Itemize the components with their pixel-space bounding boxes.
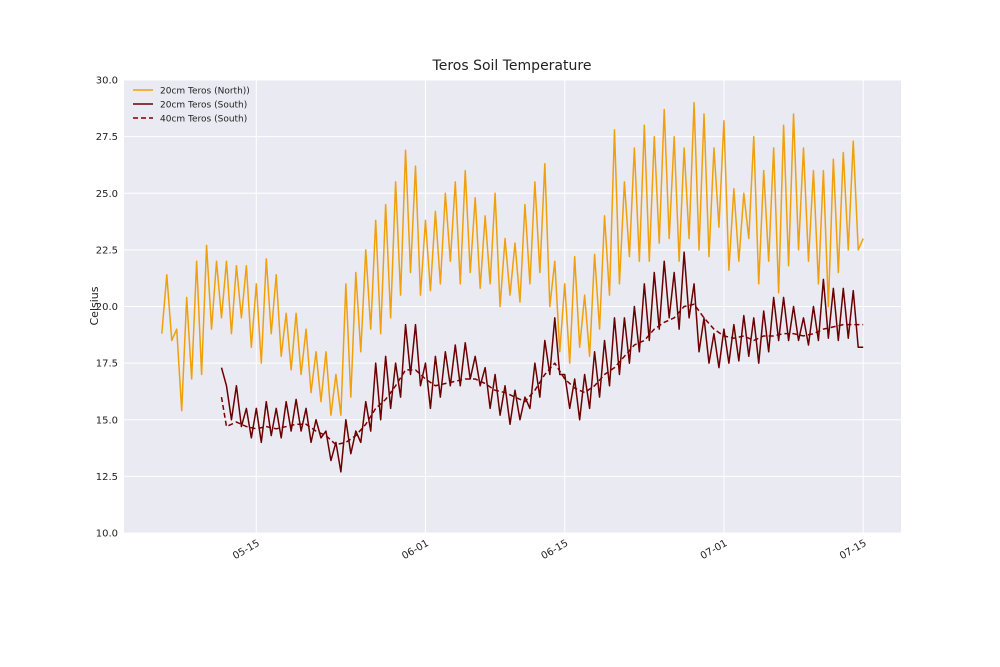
x-tick-label: 06-01 [400,538,431,562]
chart-title: Teros Soil Temperature [432,58,592,74]
series-line [220,251,864,473]
y-tick-label: 10.0 [96,529,118,540]
legend-label: 40cm Teros (South) [160,115,247,125]
legend-label: 20cm Teros (South) [160,101,247,111]
y-tick-label: 17.5 [96,359,118,370]
x-tick-label: 05-15 [231,538,262,562]
y-tick-label: 27.5 [96,132,118,143]
y-tick-label: 12.5 [96,472,118,483]
legend-label: 20cm Teros (North)) [160,87,250,97]
series-line [220,303,864,446]
series-line [161,101,864,416]
y-tick-label: 20.0 [96,302,118,313]
y-tick-label: 15.0 [96,415,118,426]
x-tick-label: 07-15 [838,538,869,562]
y-tick-label: 30.0 [96,76,118,87]
x-tick-label: 06-15 [540,538,571,562]
x-tick-label: 07-01 [699,538,730,562]
y-tick-label: 25.0 [96,189,118,200]
y-tick-label: 22.5 [96,245,118,256]
y-axis-label: Celsius [88,286,101,325]
